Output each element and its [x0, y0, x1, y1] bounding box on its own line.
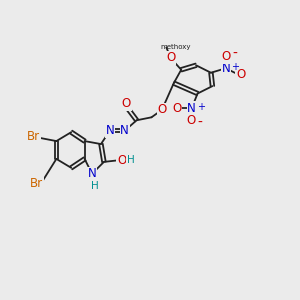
Text: O: O: [117, 154, 126, 167]
Text: O: O: [157, 103, 167, 116]
Text: H: H: [127, 155, 135, 165]
Text: N: N: [120, 124, 129, 137]
Text: N: N: [88, 167, 96, 180]
Text: +: +: [197, 102, 205, 112]
Text: O: O: [221, 50, 230, 63]
Text: H: H: [91, 181, 98, 191]
Text: N: N: [106, 124, 114, 137]
Text: Br: Br: [27, 130, 40, 143]
Text: N: N: [221, 62, 230, 75]
Text: O: O: [166, 51, 176, 64]
Text: O: O: [236, 68, 245, 81]
Text: +: +: [231, 62, 239, 72]
Text: -: -: [232, 47, 237, 61]
Text: O: O: [186, 114, 196, 127]
Text: N: N: [187, 102, 196, 115]
Text: Br: Br: [30, 177, 43, 190]
Text: -: -: [197, 116, 202, 130]
Text: O: O: [172, 102, 182, 115]
Text: O: O: [122, 98, 131, 110]
Text: methoxy: methoxy: [160, 44, 190, 50]
